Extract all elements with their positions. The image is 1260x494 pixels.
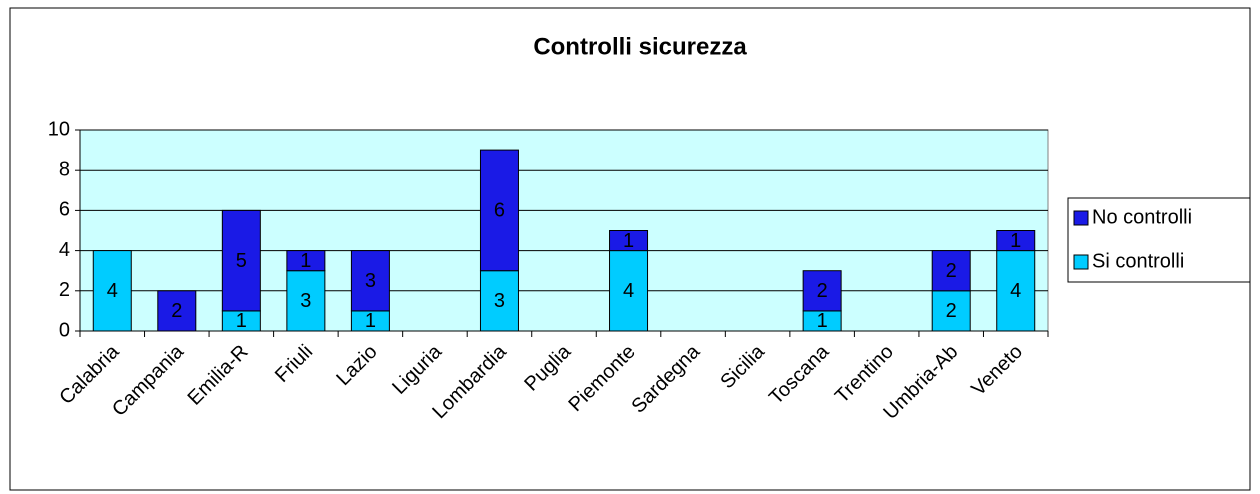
bar-segment [802,270,842,312]
data-label: 2 [946,300,957,322]
data-label: 1 [236,310,247,332]
bar-segment [221,209,261,312]
bar-segment [931,250,971,292]
bar-segment [609,250,649,332]
legend-label: No controlli [1092,206,1192,228]
data-label: 3 [494,290,505,312]
data-label: 2 [171,300,182,322]
y-tick-label: 4 [59,239,70,261]
data-label: 3 [300,290,311,312]
bar-segment [286,250,326,272]
data-label: 3 [365,270,376,292]
y-tick-label: 8 [59,158,70,180]
bar-segment [931,290,971,332]
bar-segment [157,290,197,332]
y-tick-label: 6 [59,199,70,221]
data-label: 6 [494,200,505,222]
data-label: 2 [946,260,957,282]
data-label: 5 [236,250,247,272]
data-label: 2 [817,280,828,302]
bar-segment [479,270,519,332]
chart-title: Controlli sicurezza [533,33,747,60]
legend-swatch [1073,254,1089,270]
legend-label: Si controlli [1092,250,1184,272]
data-label: 4 [623,280,634,302]
data-label: 1 [300,250,311,272]
y-tick-label: 2 [59,279,70,301]
bar-segment [996,250,1036,332]
bar-segment [479,149,519,272]
data-label: 1 [1010,230,1021,252]
legend [1067,197,1251,283]
data-label: 1 [623,230,634,252]
bar-segment [609,230,649,252]
bar-segment [92,250,132,332]
y-tick-label: 0 [59,319,70,341]
bar-segment [996,230,1036,252]
data-label: 1 [817,310,828,332]
legend-swatch [1073,210,1089,226]
bar-segment [286,270,326,332]
data-label: 4 [107,280,118,302]
data-label: 1 [365,310,376,332]
y-tick-label: 10 [48,118,70,140]
bar-segment [350,250,390,312]
data-label: 4 [1010,280,1021,302]
